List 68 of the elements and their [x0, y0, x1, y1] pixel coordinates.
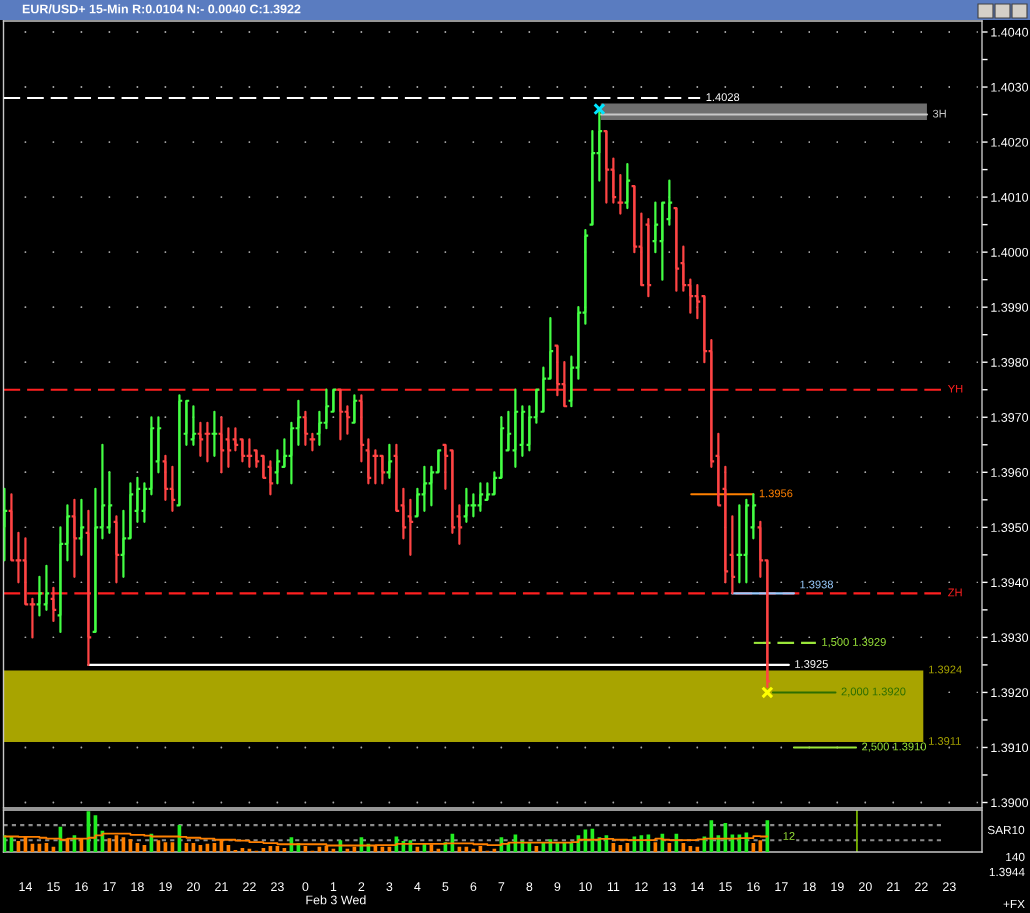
- x-tick-label: 0: [302, 882, 309, 892]
- chart-title: EUR/USD+ 15-Min R:0.0104 N:- 0.0040 C:1.3922: [22, 4, 301, 14]
- annotation: 1.3911: [929, 737, 961, 745]
- x-tick-label: 4: [414, 882, 421, 891]
- annotation: 1.3924: [929, 665, 962, 674]
- x-tick-label: 8: [526, 882, 533, 892]
- y-tick-label: 1.3920: [991, 688, 1029, 698]
- x-tick-label: 11: [607, 882, 620, 891]
- x-tick-label: 17: [775, 882, 788, 891]
- x-tick-label: 10: [579, 882, 592, 892]
- y-tick-label: 1.3950: [991, 523, 1029, 532]
- y-tick-label: 1.4020: [991, 137, 1029, 147]
- y-tick-label: 1.3930: [991, 633, 1029, 643]
- x-tick-label: 23: [271, 882, 284, 892]
- x-tick-label: 15: [719, 882, 732, 892]
- x-tick-label: 7: [498, 882, 505, 891]
- text: 1.3944: [989, 867, 1025, 877]
- series-label: 1.4028: [706, 93, 740, 102]
- x-tick-label: 18: [131, 882, 144, 892]
- y-tick-label: 1.4000: [991, 247, 1029, 257]
- x-tick-label: 19: [831, 882, 844, 892]
- y-axis-title: SAR10: [987, 825, 1025, 835]
- x-tick-label: 22: [243, 882, 256, 891]
- x-tick-label: 21: [887, 882, 900, 891]
- x-axis-title: Feb 3 Wed: [306, 895, 366, 905]
- x-tick-label: 5: [442, 882, 449, 892]
- annotation: 12: [783, 832, 795, 840]
- x-tick-label: 22: [915, 882, 928, 891]
- y-tick-label: 1.3900: [991, 798, 1029, 808]
- x-tick-label: 18: [803, 882, 816, 892]
- x-tick-label: 14: [19, 882, 33, 891]
- text: 140: [1006, 852, 1025, 862]
- x-tick-label: 19: [159, 882, 172, 892]
- x-tick-label: 12: [635, 882, 648, 891]
- ref-line-label: YH: [948, 384, 963, 393]
- y-tick-label: 1.4040: [991, 27, 1029, 37]
- series-label: 1,500 1.3929: [822, 638, 886, 648]
- x-tick-label: 1: [330, 882, 337, 891]
- ref-line-label: ZH: [948, 588, 962, 597]
- y-tick-label: 1.3990: [991, 302, 1029, 312]
- x-tick-label: 20: [859, 882, 872, 892]
- series-label: 3H: [932, 109, 946, 118]
- y-tick-label: 1.4010: [991, 192, 1029, 202]
- y-tick-label: 1.3910: [991, 743, 1029, 753]
- x-tick-label: 2: [358, 882, 365, 891]
- x-tick-label: 3: [386, 882, 393, 892]
- series-label: 1.3925: [795, 660, 828, 668]
- x-tick-label: 17: [103, 882, 116, 891]
- series-label: 1.3956: [759, 489, 793, 498]
- y-tick-label: 1.3970: [991, 413, 1029, 422]
- x-tick-label: 21: [215, 882, 228, 891]
- x-tick-label: 23: [943, 882, 956, 892]
- x-tick-label: 6: [470, 882, 477, 892]
- x-tick-label: 16: [747, 882, 760, 892]
- y-tick-label: 1.3960: [991, 468, 1029, 477]
- series-label: 2,000 1.3920: [841, 687, 906, 697]
- text: +FX: [1003, 899, 1025, 909]
- x-tick-label: 14: [691, 882, 704, 891]
- x-tick-label: 16: [75, 882, 88, 892]
- series-label: 1.3938: [800, 580, 834, 589]
- y-tick-label: 1.3940: [991, 578, 1029, 588]
- x-tick-label: 13: [663, 882, 676, 892]
- x-tick-label: 15: [47, 882, 60, 892]
- x-tick-label: 9: [554, 882, 561, 892]
- y-tick-label: 1.4030: [991, 82, 1029, 92]
- x-tick-label: 20: [187, 882, 200, 892]
- y-tick-label: 1.3980: [991, 358, 1029, 367]
- series-label: 2,500 1.3910: [862, 742, 927, 752]
